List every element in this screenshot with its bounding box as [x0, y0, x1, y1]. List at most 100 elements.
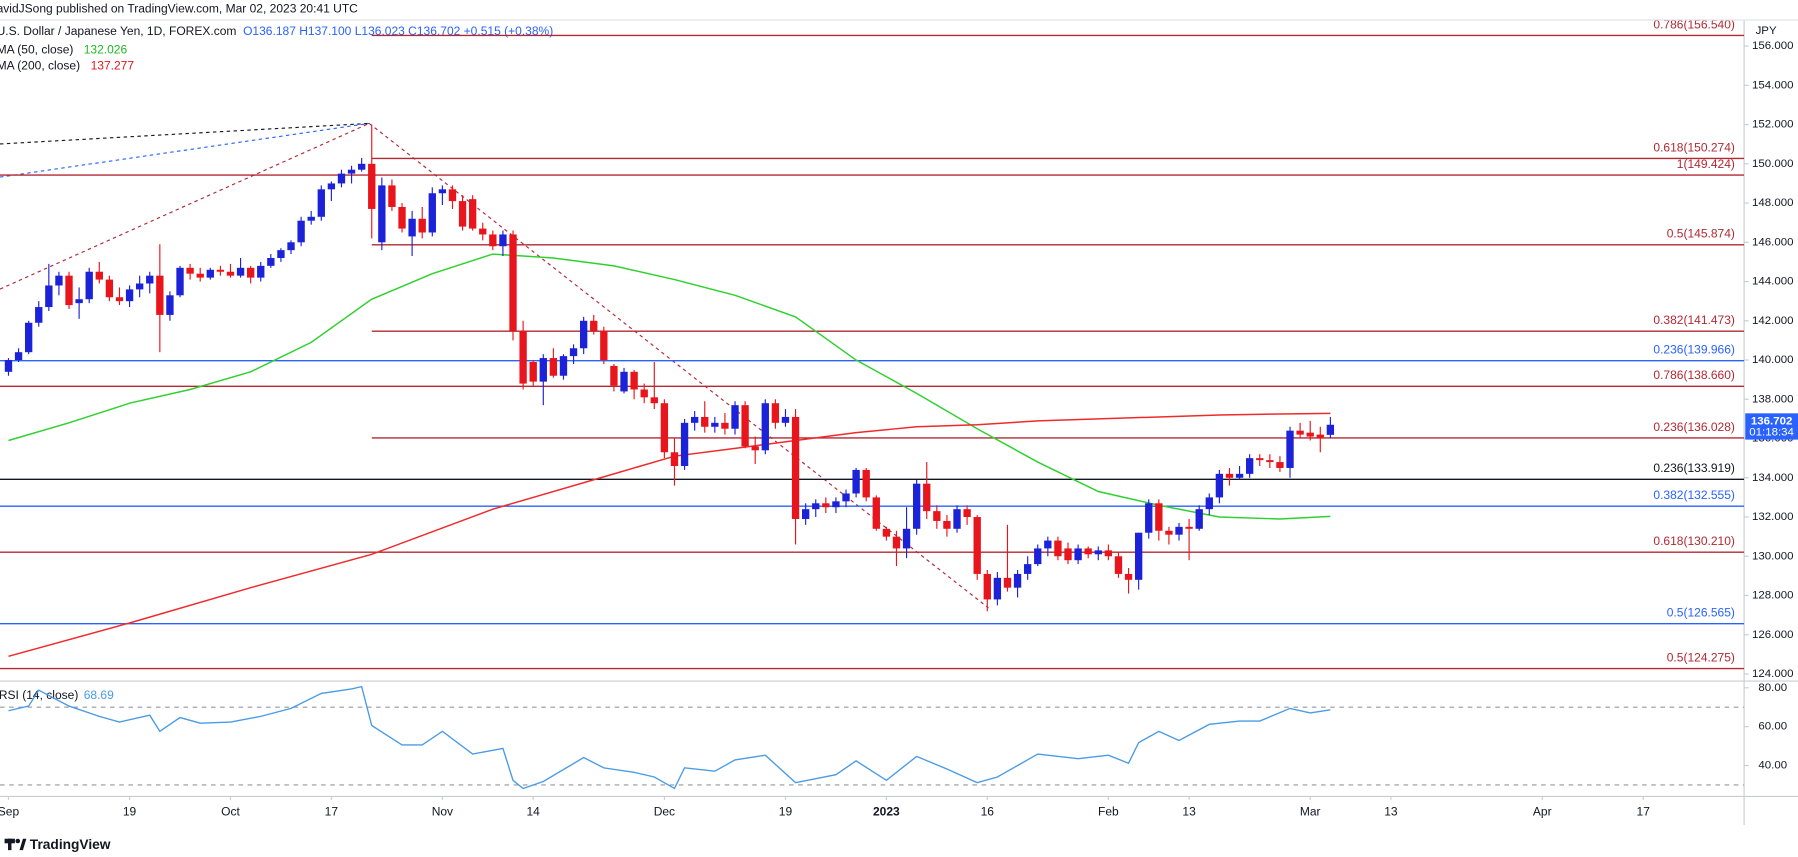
candle-body	[751, 446, 759, 451]
footer-logo	[4, 838, 27, 851]
candle-body	[1256, 458, 1264, 461]
candle-body	[1245, 458, 1254, 474]
candle-body	[983, 573, 991, 600]
candle-body	[458, 201, 467, 227]
last-price-box	[1745, 413, 1798, 440]
candle-body	[146, 275, 154, 284]
logo-part	[8, 838, 12, 851]
candle-body	[600, 330, 608, 361]
candle-body	[1003, 577, 1012, 588]
y-tick-label: 130.000	[1752, 550, 1793, 562]
candle-body	[872, 497, 880, 529]
candle-body	[862, 469, 870, 498]
candle-body	[196, 273, 204, 278]
y-tick-label: 156.000	[1752, 40, 1793, 52]
y-tick-label: 142.000	[1752, 315, 1793, 327]
candle-body	[842, 493, 850, 502]
countdown-label: 01:18:34	[1749, 427, 1794, 439]
candle-body	[1023, 564, 1032, 574]
candle-body	[1124, 573, 1133, 580]
ma-line	[8, 253, 1331, 520]
candle-body	[1316, 434, 1324, 439]
candle-body	[620, 371, 628, 392]
level-label: 0.5(124.275)	[1667, 651, 1735, 665]
candle-body	[1044, 540, 1052, 549]
y-tick-label: 154.000	[1752, 79, 1793, 91]
ma200-value: 137.277	[91, 58, 135, 72]
candle-body	[85, 271, 93, 300]
candle-body	[640, 389, 648, 398]
ma50-value: 132.026	[84, 42, 128, 56]
rsi-value: 68.69	[84, 688, 114, 702]
level-label: 0.5(145.874)	[1667, 227, 1735, 241]
candle-body	[448, 189, 457, 202]
footer-brand: TradingView	[30, 837, 111, 852]
published: avidJSong published on TradingView.com, …	[0, 1, 358, 15]
candle-body	[246, 267, 255, 278]
candle-body	[1054, 540, 1062, 557]
candle-body	[549, 358, 558, 376]
trend-line	[0, 122, 370, 290]
candle-body	[973, 517, 981, 574]
candle-body	[711, 422, 719, 427]
candle-body	[176, 267, 184, 296]
candle-body	[378, 185, 386, 243]
candle-body	[801, 509, 810, 519]
candle-body	[761, 403, 769, 451]
candle-body	[4, 360, 13, 372]
candle-body	[771, 403, 780, 423]
candle-body	[1326, 424, 1335, 435]
candle-body	[297, 220, 305, 243]
candle-body	[1074, 548, 1082, 561]
candle-body	[186, 267, 194, 274]
candle-body	[428, 193, 436, 233]
candle-body	[468, 199, 477, 229]
x-tick-label: Apr	[1533, 805, 1552, 819]
candle-body	[317, 189, 325, 217]
candle-body	[1266, 460, 1274, 463]
candle-body	[529, 362, 537, 382]
y-tick-label: 144.000	[1752, 276, 1793, 288]
candle-body	[75, 299, 83, 304]
y-tick-label: 140.000	[1752, 354, 1793, 366]
candle-body	[539, 358, 547, 382]
candle-body	[65, 275, 73, 306]
candle-body	[1225, 473, 1234, 478]
y-tick-label: 148.000	[1752, 197, 1793, 209]
candle-body	[781, 416, 790, 423]
x-tick-label: 13	[1182, 805, 1196, 819]
y-tick-label: 146.000	[1752, 236, 1793, 248]
candle-body	[257, 265, 265, 278]
candle-body	[822, 503, 830, 508]
x-tick-label: Dec	[654, 805, 675, 819]
level-label: 0.382(141.473)	[1653, 313, 1735, 327]
logo-part	[19, 838, 27, 851]
last-price-label: 136.702	[1751, 415, 1792, 427]
candle-body	[267, 258, 275, 266]
x-tick-label: Mar	[1300, 805, 1321, 819]
x-tick-label: 14	[527, 805, 541, 819]
candle-body	[1013, 573, 1022, 588]
candle-body	[943, 520, 951, 529]
candle-body	[368, 163, 376, 209]
trend-line	[0, 122, 370, 178]
candle-body	[1235, 473, 1244, 478]
candle-body	[499, 234, 507, 247]
candle-body	[721, 422, 729, 429]
candle-body	[95, 271, 103, 280]
candle-body	[45, 285, 53, 308]
candle-body	[852, 469, 860, 494]
candle-body	[307, 216, 315, 221]
candle-body	[115, 297, 124, 302]
x-tick-label: 17	[1637, 805, 1651, 819]
candle-body	[1215, 473, 1224, 498]
rsi-tick-label: 60.00	[1758, 721, 1787, 733]
candle-body	[479, 228, 487, 235]
candle-body	[963, 509, 971, 518]
level-label: 0.236(139.966)	[1653, 343, 1735, 357]
x-tick-label: Feb	[1098, 805, 1119, 819]
candle-body	[569, 348, 578, 357]
y-tick-label: 152.000	[1752, 119, 1793, 131]
y-tick-label: 128.000	[1752, 590, 1793, 602]
